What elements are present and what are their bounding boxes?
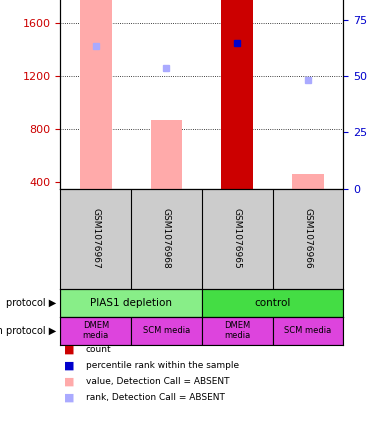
Text: value, Detection Call = ABSENT: value, Detection Call = ABSENT	[86, 377, 229, 386]
Bar	[221, 0, 253, 189]
Text: GSM1076965: GSM1076965	[233, 208, 242, 269]
Text: SCM media: SCM media	[143, 326, 190, 335]
Text: ■: ■	[64, 361, 75, 371]
Bar	[202, 288, 343, 317]
Bar	[60, 317, 131, 345]
Text: ■: ■	[64, 393, 75, 403]
Text: GSM1076966: GSM1076966	[303, 208, 312, 269]
Text: DMEM
media: DMEM media	[224, 321, 250, 341]
Text: count: count	[86, 345, 112, 354]
Text: rank, Detection Call = ABSENT: rank, Detection Call = ABSENT	[86, 393, 225, 402]
Text: control: control	[254, 298, 291, 308]
Text: GSM1076967: GSM1076967	[91, 208, 100, 269]
Bar	[273, 317, 343, 345]
Text: DMEM
media: DMEM media	[83, 321, 109, 341]
Text: PIAS1 depletion: PIAS1 depletion	[90, 298, 172, 308]
Bar	[292, 174, 324, 189]
Text: SCM media: SCM media	[284, 326, 332, 335]
Text: GSM1076968: GSM1076968	[162, 208, 171, 269]
Bar	[60, 288, 202, 317]
Bar	[151, 120, 183, 189]
Bar	[131, 317, 202, 345]
Text: ■: ■	[64, 345, 75, 355]
Text: percentile rank within the sample: percentile rank within the sample	[86, 361, 239, 370]
Text: protocol ▶: protocol ▶	[6, 298, 57, 308]
Text: growth protocol ▶: growth protocol ▶	[0, 326, 57, 336]
Text: ■: ■	[64, 377, 75, 387]
Bar	[202, 317, 273, 345]
Bar	[80, 0, 112, 189]
